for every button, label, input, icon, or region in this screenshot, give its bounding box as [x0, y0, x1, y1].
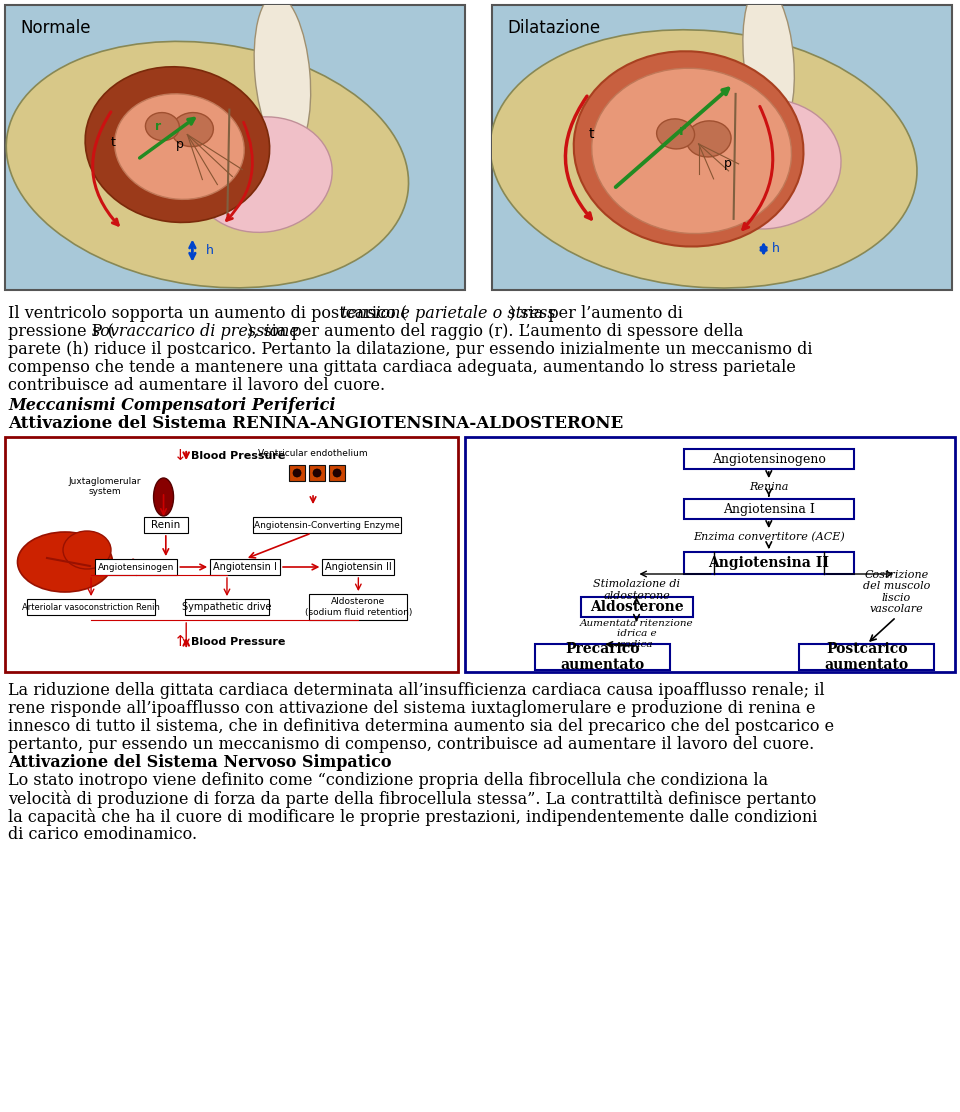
Text: t: t	[110, 136, 115, 149]
Text: Angiotensina II: Angiotensina II	[708, 556, 829, 570]
Ellipse shape	[85, 67, 270, 222]
Text: h: h	[772, 242, 780, 256]
Ellipse shape	[591, 68, 791, 234]
Ellipse shape	[114, 93, 244, 199]
Text: La riduzione della gittata cardiaca determinata all’insufficienza cardiaca causa: La riduzione della gittata cardiaca dete…	[8, 682, 825, 699]
Bar	[684, 499, 853, 519]
Text: sovraccarico di pressione: sovraccarico di pressione	[92, 322, 299, 340]
Bar	[309, 465, 325, 481]
Bar	[323, 559, 395, 575]
Bar	[329, 465, 345, 481]
Text: Angiotensin-Converting Enzyme: Angiotensin-Converting Enzyme	[253, 520, 399, 529]
Text: contribuisce ad aumentare il lavoro del cuore.: contribuisce ad aumentare il lavoro del …	[8, 377, 385, 394]
Text: Aumentata ritenzione
idrica e
sodica: Aumentata ritenzione idrica e sodica	[580, 619, 693, 649]
Text: Attivazione del Sistema Nervoso Simpatico: Attivazione del Sistema Nervoso Simpatic…	[8, 754, 392, 771]
Text: Postcarico
aumentato: Postcarico aumentato	[825, 642, 909, 672]
Text: h: h	[205, 245, 213, 257]
Text: Angiotensin II: Angiotensin II	[325, 562, 392, 572]
Text: t: t	[588, 127, 594, 141]
Text: innesco di tutto il sistema, che in definitiva determina aumento sia del precari: innesco di tutto il sistema, che in defi…	[8, 718, 834, 735]
Text: Ventricular endothelium: Ventricular endothelium	[258, 449, 368, 458]
Ellipse shape	[193, 117, 332, 232]
Text: Juxtaglomerular
system: Juxtaglomerular system	[68, 477, 141, 496]
Bar	[800, 644, 934, 671]
Ellipse shape	[743, 0, 794, 133]
Text: Meccanismi Compensatori Periferici: Meccanismi Compensatori Periferici	[8, 397, 335, 414]
Text: di carico emodinamico.: di carico emodinamico.	[8, 826, 197, 843]
Text: Angiotensina I: Angiotensina I	[723, 503, 815, 516]
Text: r: r	[679, 123, 685, 138]
Text: Arteriolar vasoconstriction Renin: Arteriolar vasoconstriction Renin	[22, 603, 160, 612]
Bar	[5, 4, 465, 290]
Bar	[252, 517, 400, 533]
Text: Normale: Normale	[20, 19, 90, 37]
Ellipse shape	[657, 119, 695, 149]
Text: Enzima convertitore (ACE): Enzima convertitore (ACE)	[693, 532, 845, 543]
Text: pertanto, pur essendo un meccanismo di compenso, contribuisce ad aumentare il la: pertanto, pur essendo un meccanismo di c…	[8, 736, 814, 753]
Text: Precarico
aumentato: Precarico aumentato	[560, 642, 644, 672]
Text: p: p	[176, 138, 183, 151]
Text: ), sia per aumento del raggio (r). L’aumento di spessore della: ), sia per aumento del raggio (r). L’aum…	[247, 322, 743, 340]
Bar	[210, 559, 280, 575]
Ellipse shape	[63, 532, 111, 569]
Text: Costrizione
del muscolo
liscio
vascolare: Costrizione del muscolo liscio vascolare	[862, 569, 930, 615]
Circle shape	[293, 469, 301, 477]
Text: pressione P (: pressione P (	[8, 322, 114, 340]
Ellipse shape	[686, 99, 841, 229]
Text: ↓: ↓	[174, 448, 187, 464]
Bar	[144, 517, 188, 533]
Text: velocità di produzione di forza da parte della fibrocellula stessa”. La contratt: velocità di produzione di forza da parte…	[8, 790, 816, 808]
Text: ) sia per l’aumento di: ) sia per l’aumento di	[509, 305, 683, 322]
Bar	[535, 644, 670, 671]
Ellipse shape	[686, 121, 732, 157]
Ellipse shape	[172, 112, 213, 147]
Text: r: r	[156, 120, 161, 133]
Ellipse shape	[17, 532, 112, 592]
Bar	[465, 437, 955, 672]
Bar	[684, 552, 853, 574]
Text: parete (h) riduce il postcarico. Pertanto la dilatazione, pur essendo inizialmen: parete (h) riduce il postcarico. Pertant…	[8, 341, 812, 358]
Text: p: p	[724, 158, 732, 170]
Bar	[309, 594, 407, 620]
Ellipse shape	[145, 112, 180, 140]
Bar	[581, 597, 692, 617]
Text: Blood Pressure: Blood Pressure	[191, 637, 285, 647]
Ellipse shape	[154, 478, 174, 516]
Text: Aldosterone: Aldosterone	[589, 600, 684, 614]
Ellipse shape	[254, 0, 311, 155]
Text: Blood Pressure: Blood Pressure	[191, 451, 285, 461]
Text: Angiotensin I: Angiotensin I	[213, 562, 277, 572]
Text: Stimolazione di
aldosterone: Stimolazione di aldosterone	[593, 579, 680, 600]
Text: Sympathetic drive: Sympathetic drive	[182, 602, 272, 612]
Bar	[492, 4, 952, 290]
Circle shape	[313, 469, 321, 477]
Text: Renina: Renina	[749, 481, 788, 492]
Ellipse shape	[574, 51, 804, 247]
Bar	[684, 449, 853, 469]
Text: compenso che tende a mantenere una gittata cardiaca adeguata, aumentando lo stre: compenso che tende a mantenere una gitta…	[8, 359, 796, 376]
Text: Attivazione del Sistema RENINA-ANGIOTENSINA-ALDOSTERONE: Attivazione del Sistema RENINA-ANGIOTENS…	[8, 415, 623, 431]
Text: Renin: Renin	[151, 520, 180, 530]
Bar	[5, 437, 458, 672]
Bar	[289, 465, 305, 481]
Text: Angiotensinogeno: Angiotensinogeno	[712, 453, 826, 466]
Text: rene risponde all’ipoafflusso con attivazione del sistema iuxtaglomerulare e pro: rene risponde all’ipoafflusso con attiva…	[8, 699, 815, 717]
Circle shape	[333, 469, 341, 477]
Ellipse shape	[7, 41, 409, 288]
Text: ↑: ↑	[174, 635, 187, 649]
Bar	[95, 559, 178, 575]
Text: la capacità che ha il cuore di modificare le proprie prestazioni, indipendenteme: la capacità che ha il cuore di modificar…	[8, 808, 817, 826]
Text: Il ventricolo sopporta un aumento di postcarico (: Il ventricolo sopporta un aumento di pos…	[8, 305, 407, 322]
Text: Lo stato inotropo viene definito come “condizione propria della fibrocellula che: Lo stato inotropo viene definito come “c…	[8, 772, 768, 790]
Text: tensione parietale o stress: tensione parietale o stress	[341, 305, 556, 322]
Text: Aldosterone
(sodium fluid retention): Aldosterone (sodium fluid retention)	[304, 597, 412, 617]
Text: Angiotensinogen: Angiotensinogen	[98, 563, 175, 572]
Bar	[27, 599, 156, 615]
Bar	[185, 599, 269, 615]
Text: Dilatazione: Dilatazione	[507, 19, 600, 37]
Ellipse shape	[491, 30, 917, 288]
